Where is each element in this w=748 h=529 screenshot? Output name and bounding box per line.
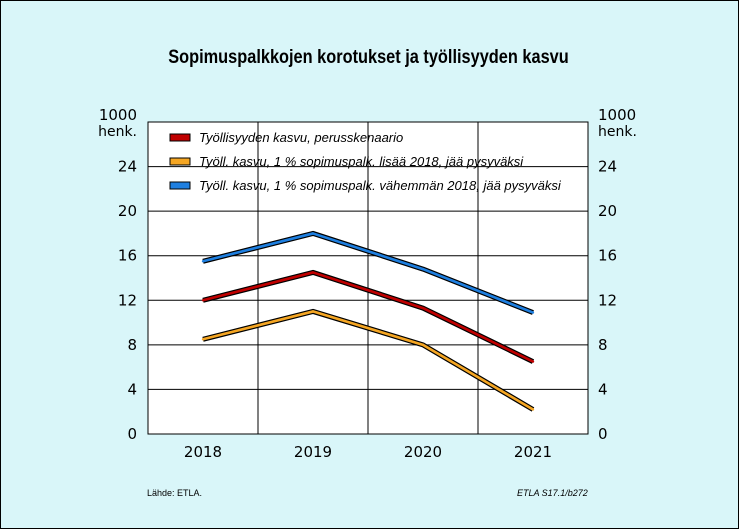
y-unit-right-henk: henk.: [598, 124, 637, 140]
data-point: [311, 271, 315, 274]
y-tick-label-left: 4: [127, 380, 137, 398]
data-point: [311, 232, 315, 235]
legend-swatch: [169, 133, 191, 142]
data-point: [421, 306, 425, 310]
data-point: [531, 360, 535, 363]
legend-swatch: [169, 157, 191, 166]
legend-label: Työllisyyden kasvu, perusskenaario: [199, 130, 403, 145]
y-unit-left: 1000: [99, 106, 137, 124]
series-line: [202, 232, 534, 314]
source-note: Lähde: ETLA.: [147, 488, 203, 498]
data-point: [201, 260, 205, 263]
chart-title: Sopimuspalkkojen korotukset ja työllisyy…: [168, 47, 569, 68]
y-tick-label-right: 20: [598, 202, 617, 220]
data-point: [201, 338, 205, 341]
data-point: [421, 267, 425, 271]
y-tick-label-right: 4: [598, 380, 608, 398]
y-tick-label-right: 0: [598, 425, 608, 443]
legend-label: Työll. kasvu, 1 % sopimuspalk. lisää 201…: [199, 154, 524, 169]
y-tick-label-left: 20: [118, 202, 137, 220]
data-point: [311, 310, 315, 313]
x-tick-label: 2019: [294, 443, 332, 461]
y-tick-label-right: 8: [598, 336, 608, 354]
series-line: [202, 271, 534, 363]
y-tick-label-left: 0: [127, 425, 137, 443]
y-tick-label-left: 16: [118, 247, 137, 265]
y-tick-label-left: 12: [118, 291, 137, 309]
legend-swatch: [169, 181, 191, 190]
legend-label: Työll. kasvu, 1 % sopimuspalk. vähemmän …: [199, 178, 562, 193]
y-tick-label-right: 24: [598, 158, 617, 176]
data-point: [531, 311, 535, 314]
y-tick-label-left: 24: [118, 158, 137, 176]
y-tick-label-right: 16: [598, 247, 617, 265]
y-unit-right: 1000: [598, 106, 636, 124]
figure-code: ETLA S17.1/b272: [517, 488, 588, 498]
y-tick-label-left: 8: [127, 336, 137, 354]
series-line: [202, 310, 534, 411]
data-point: [531, 408, 535, 411]
y-unit-left-henk: henk.: [98, 124, 137, 140]
x-tick-label: 2020: [404, 443, 442, 461]
data-point: [421, 343, 425, 347]
plot-border: [147, 121, 589, 435]
x-tick-label: 2021: [514, 443, 552, 461]
x-tick-label: 2018: [184, 443, 222, 461]
y-tick-label-right: 12: [598, 291, 617, 309]
data-point: [201, 299, 205, 302]
